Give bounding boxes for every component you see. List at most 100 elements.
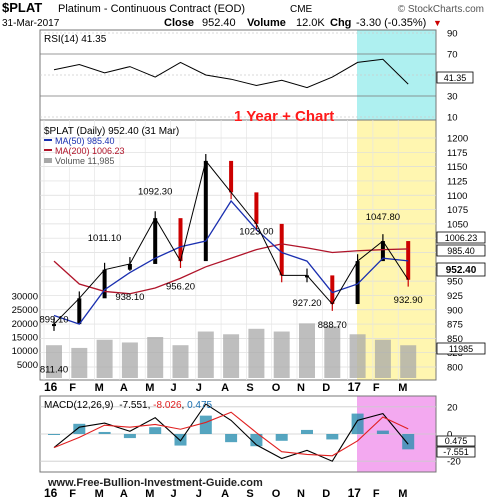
month-label-top: F bbox=[373, 382, 380, 394]
price-candle-body bbox=[77, 298, 82, 325]
change-down-icon: ▼ bbox=[433, 18, 442, 28]
macd-histogram-bar bbox=[301, 429, 313, 434]
macd-hist-badge-text: 0.475 bbox=[445, 436, 468, 446]
price-annotation: 1023.00 bbox=[239, 226, 273, 237]
macd-badge-text: -7.551 bbox=[443, 447, 469, 457]
volume-label: Volume bbox=[247, 17, 286, 29]
ma200-legend: MA(200) 1006.23 bbox=[55, 146, 125, 156]
month-label-bottom: 16 bbox=[44, 486, 58, 500]
month-label-bottom: N bbox=[297, 488, 305, 500]
price-legend: $PLAT (Daily) 952.40 (31 Mar) bbox=[44, 126, 179, 137]
volume-tick-label: 15000 bbox=[12, 333, 38, 344]
ma50-badge bbox=[436, 244, 486, 257]
volume-bar bbox=[172, 345, 189, 378]
price-tick-label: 1050 bbox=[447, 219, 468, 230]
macd-legend-signal: -8.026 bbox=[153, 400, 182, 411]
ma200-badge-text: 1006.23 bbox=[445, 233, 478, 243]
month-label-top: D bbox=[322, 382, 330, 394]
macd-histogram-bar bbox=[326, 434, 339, 440]
chart-date: 31-Mar-2017 bbox=[2, 18, 60, 29]
ma50-badge-text: 985.40 bbox=[447, 246, 475, 256]
instrument-name: Platinum - Continuous Contract (EOD) bbox=[58, 3, 245, 15]
volume-bar bbox=[121, 342, 138, 378]
volume-bar bbox=[349, 334, 366, 378]
rsi-tick-label: 90 bbox=[447, 29, 458, 40]
month-label-top: M bbox=[145, 382, 154, 394]
price-annotation: 899.10 bbox=[39, 314, 68, 325]
macd-histogram-bar bbox=[123, 434, 136, 439]
month-label-top: N bbox=[297, 382, 305, 394]
macd-histogram-bar bbox=[73, 423, 86, 434]
price-candle-body bbox=[229, 160, 234, 193]
price-candle-body bbox=[178, 218, 183, 262]
month-label-bottom: M bbox=[95, 488, 104, 500]
macd-hist-badge bbox=[436, 435, 476, 447]
ma50-legend: MA(50) 985.40 bbox=[55, 136, 115, 146]
volume-bar bbox=[273, 331, 290, 378]
ma200-legend-swatch bbox=[44, 149, 52, 151]
rsi-value-badge bbox=[436, 71, 474, 84]
macd-histogram-bar bbox=[225, 434, 238, 443]
macd-panel: 20 0 -20 MACD(12,26,9) -7.551, -8.026, 0.4… bbox=[39, 395, 476, 473]
ma200-badge bbox=[436, 231, 486, 244]
month-label-top: M bbox=[398, 382, 407, 394]
volume-tick-label: 25000 bbox=[12, 305, 38, 316]
price-tick-label: 950 bbox=[447, 277, 463, 288]
close-value: 952.40 bbox=[202, 17, 236, 29]
price-tick-label: 800 bbox=[447, 363, 463, 374]
symbol-label: $PLAT bbox=[2, 0, 42, 15]
volume-bar bbox=[324, 326, 341, 378]
volume-bar bbox=[223, 334, 240, 378]
macd-histogram-bar bbox=[376, 430, 389, 434]
price-candle-body bbox=[127, 263, 132, 270]
month-label-top: A bbox=[221, 382, 229, 394]
ma200-line bbox=[53, 243, 409, 295]
macd-legend-macd: -7.551 bbox=[119, 400, 148, 411]
price-annotation: 927.20 bbox=[292, 298, 321, 309]
month-label-bottom: F bbox=[373, 488, 380, 500]
price-annotation: 932.90 bbox=[394, 295, 423, 306]
month-label-top: A bbox=[120, 382, 128, 394]
rsi-tick-label: 30 bbox=[447, 92, 458, 103]
month-label-top: 16 bbox=[44, 380, 58, 394]
month-label-bottom: J bbox=[171, 488, 177, 500]
price-annotation: 956.20 bbox=[166, 282, 195, 293]
macd-tick-label: -20 bbox=[447, 457, 461, 468]
macd-badge bbox=[436, 446, 476, 458]
volume-badge-text: 11985 bbox=[449, 344, 473, 354]
price-annotation: 1092.30 bbox=[138, 187, 172, 198]
macd-histogram-bar bbox=[98, 431, 111, 434]
close-badge-text: 952.40 bbox=[446, 265, 477, 276]
chart-header: $PLAT Platinum - Continuous Contract (EO… bbox=[2, 0, 484, 29]
close-badge bbox=[436, 262, 486, 277]
macd-legend-prefix: MACD(12,26,9) bbox=[44, 400, 113, 411]
volume-value: 12.0K bbox=[296, 17, 325, 29]
rsi-tick-label: 10 bbox=[447, 113, 458, 124]
month-label-bottom: A bbox=[120, 488, 128, 500]
price-panel: 1200117511501125110010751050102510009759… bbox=[12, 108, 486, 381]
price-annotation: 1011.10 bbox=[88, 233, 122, 244]
change-label: Chg bbox=[330, 17, 351, 29]
month-label-top: F bbox=[69, 382, 76, 394]
exchange-label: CME bbox=[290, 4, 313, 15]
price-annotation: 811.40 bbox=[40, 364, 68, 375]
macd-legend-hist: 0.475 bbox=[187, 400, 212, 411]
rsi-value-badge-text: 41.35 bbox=[444, 73, 467, 83]
price-tick-label: 900 bbox=[447, 305, 463, 316]
volume-legend: Volume 11,985 bbox=[55, 156, 114, 166]
price-tick-label: 1150 bbox=[447, 162, 467, 173]
month-label-bottom: S bbox=[246, 488, 253, 500]
watermark: www.Free-Bullion-Investment-Guide.com bbox=[47, 477, 263, 489]
volume-bar bbox=[71, 347, 88, 378]
month-label-top: J bbox=[196, 382, 202, 394]
macd-histogram-bar bbox=[149, 427, 162, 434]
macd-histogram-bar bbox=[275, 434, 288, 441]
month-label-bottom: A bbox=[221, 488, 229, 500]
price-annotation: 938.10 bbox=[115, 292, 144, 303]
volume-tick-label: 5000 bbox=[17, 360, 38, 371]
month-label-bottom: O bbox=[272, 488, 281, 500]
macd-tick-label: 0 bbox=[447, 430, 452, 441]
month-label-top: O bbox=[272, 382, 281, 394]
month-axis-top: 16 F M A M J J A S O N D 17 F M bbox=[44, 380, 407, 394]
